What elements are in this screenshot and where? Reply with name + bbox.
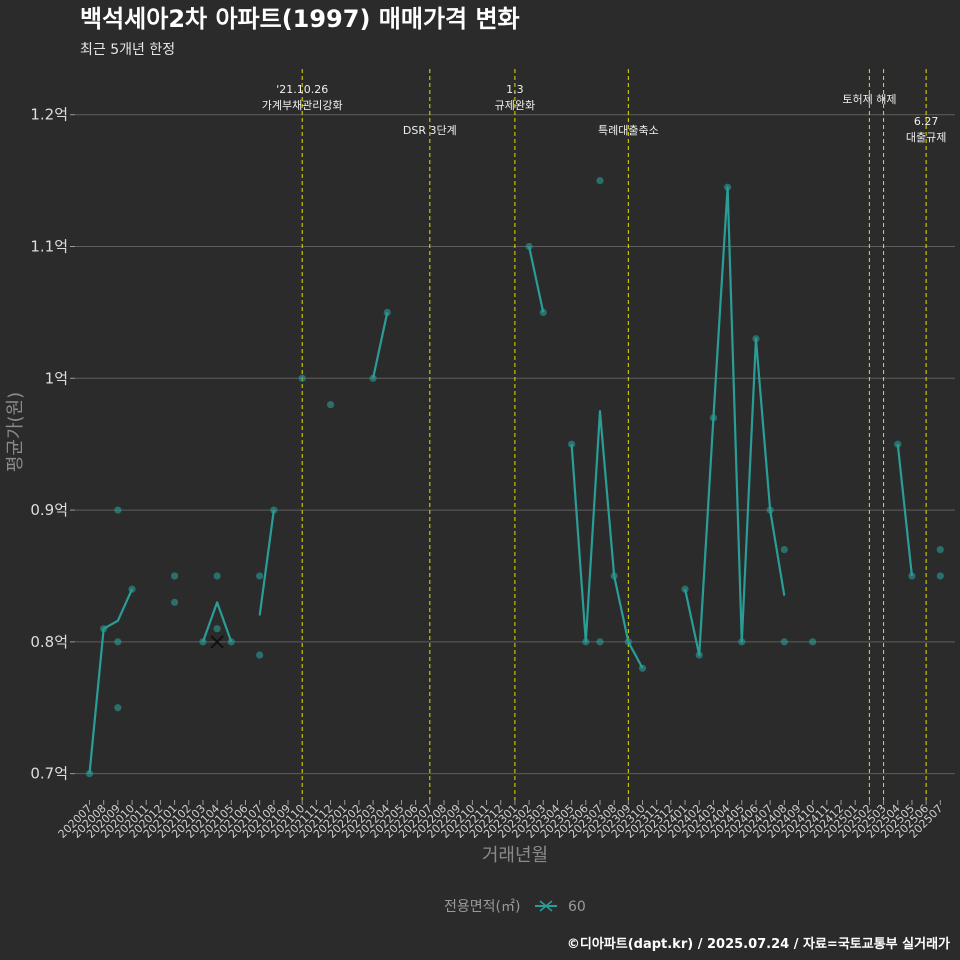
data-point	[170, 598, 179, 606]
series-line	[258, 509, 275, 616]
data-point	[114, 506, 122, 514]
point-layer	[85, 177, 944, 778]
data-point	[936, 546, 944, 554]
data-point	[780, 638, 788, 646]
series-line	[201, 601, 233, 643]
data-point	[780, 546, 788, 554]
data-point	[809, 638, 817, 646]
y-tick-layer: 0.7억 0.8억 0.9억 1억 1.1억 1.2억	[30, 106, 75, 783]
series-line	[896, 444, 914, 577]
data-point	[582, 638, 590, 646]
series-line	[570, 410, 644, 669]
series-line	[372, 312, 389, 379]
data-point	[638, 664, 647, 672]
data-point	[114, 638, 122, 646]
data-point	[525, 242, 533, 251]
data-point	[213, 625, 221, 633]
event-label: 6.27	[914, 115, 939, 128]
event-label: 규제완화	[495, 99, 535, 112]
data-point	[256, 651, 264, 659]
data-point	[908, 572, 916, 580]
legend-cross-icon	[539, 900, 553, 912]
y-tick-label: 0.8억	[30, 633, 68, 651]
legend-title: 전용면적(㎡)	[444, 899, 520, 915]
data-point	[695, 651, 703, 659]
series-line	[528, 246, 545, 313]
series-line	[683, 186, 786, 657]
event-label: 대출규제	[906, 131, 946, 144]
legend-label: 60	[568, 899, 586, 915]
event-label: 토허제 해제	[842, 92, 896, 106]
data-point	[256, 572, 264, 580]
data-point	[894, 440, 902, 448]
chart-title: 백석세아2차 아파트(1997) 매매가격 변화	[80, 5, 520, 33]
data-point	[766, 506, 774, 514]
data-point	[596, 177, 604, 185]
event-label: DSR 3단계	[403, 124, 457, 137]
data-point	[326, 401, 335, 409]
data-point	[610, 572, 618, 580]
data-point	[568, 440, 576, 448]
data-point	[681, 585, 689, 593]
data-point	[85, 770, 94, 778]
line-layer	[88, 186, 914, 774]
data-point	[596, 638, 604, 646]
data-point	[270, 506, 278, 514]
y-tick-label: 0.7억	[30, 765, 68, 783]
data-point	[624, 638, 632, 646]
event-label: 1.3	[506, 83, 524, 96]
data-point	[383, 308, 391, 316]
x-tick-layer: 2020072020082020092020102020112020122021…	[56, 800, 945, 841]
data-point	[213, 572, 221, 580]
data-point	[369, 374, 377, 382]
data-point	[170, 572, 179, 580]
data-point	[709, 414, 718, 422]
y-tick-label: 0.9억	[30, 501, 68, 519]
event-label: 가계부채관리강화	[262, 99, 343, 112]
y-tick-label: 1.2억	[30, 106, 68, 124]
data-point	[936, 572, 944, 580]
data-point	[227, 638, 235, 646]
event-label: '21.10.26	[276, 83, 328, 96]
chart-subtitle: 최근 5개년 한정	[80, 42, 175, 58]
data-point	[738, 638, 746, 646]
data-point	[100, 625, 108, 633]
y-axis-title: 평균가(원)	[5, 392, 26, 472]
data-point	[752, 335, 760, 343]
data-point	[199, 638, 207, 646]
data-point	[298, 374, 306, 382]
data-point	[128, 585, 136, 593]
data-point	[539, 308, 547, 316]
data-point	[114, 704, 122, 712]
series-line	[88, 588, 134, 774]
x-axis-title: 거래년월	[482, 845, 548, 866]
event-label: 특례대출축소	[598, 124, 659, 137]
chart-caption: ©디아파트(dapt.kr) / 2025.07.24 / 자료=국토교통부 실…	[567, 936, 950, 952]
latest-cross-marker	[210, 635, 224, 649]
data-point	[724, 183, 732, 191]
y-tick-label: 1.1억	[30, 238, 68, 256]
y-tick-label: 1억	[45, 369, 68, 387]
legend: 전용면적(㎡) 60	[444, 899, 586, 915]
